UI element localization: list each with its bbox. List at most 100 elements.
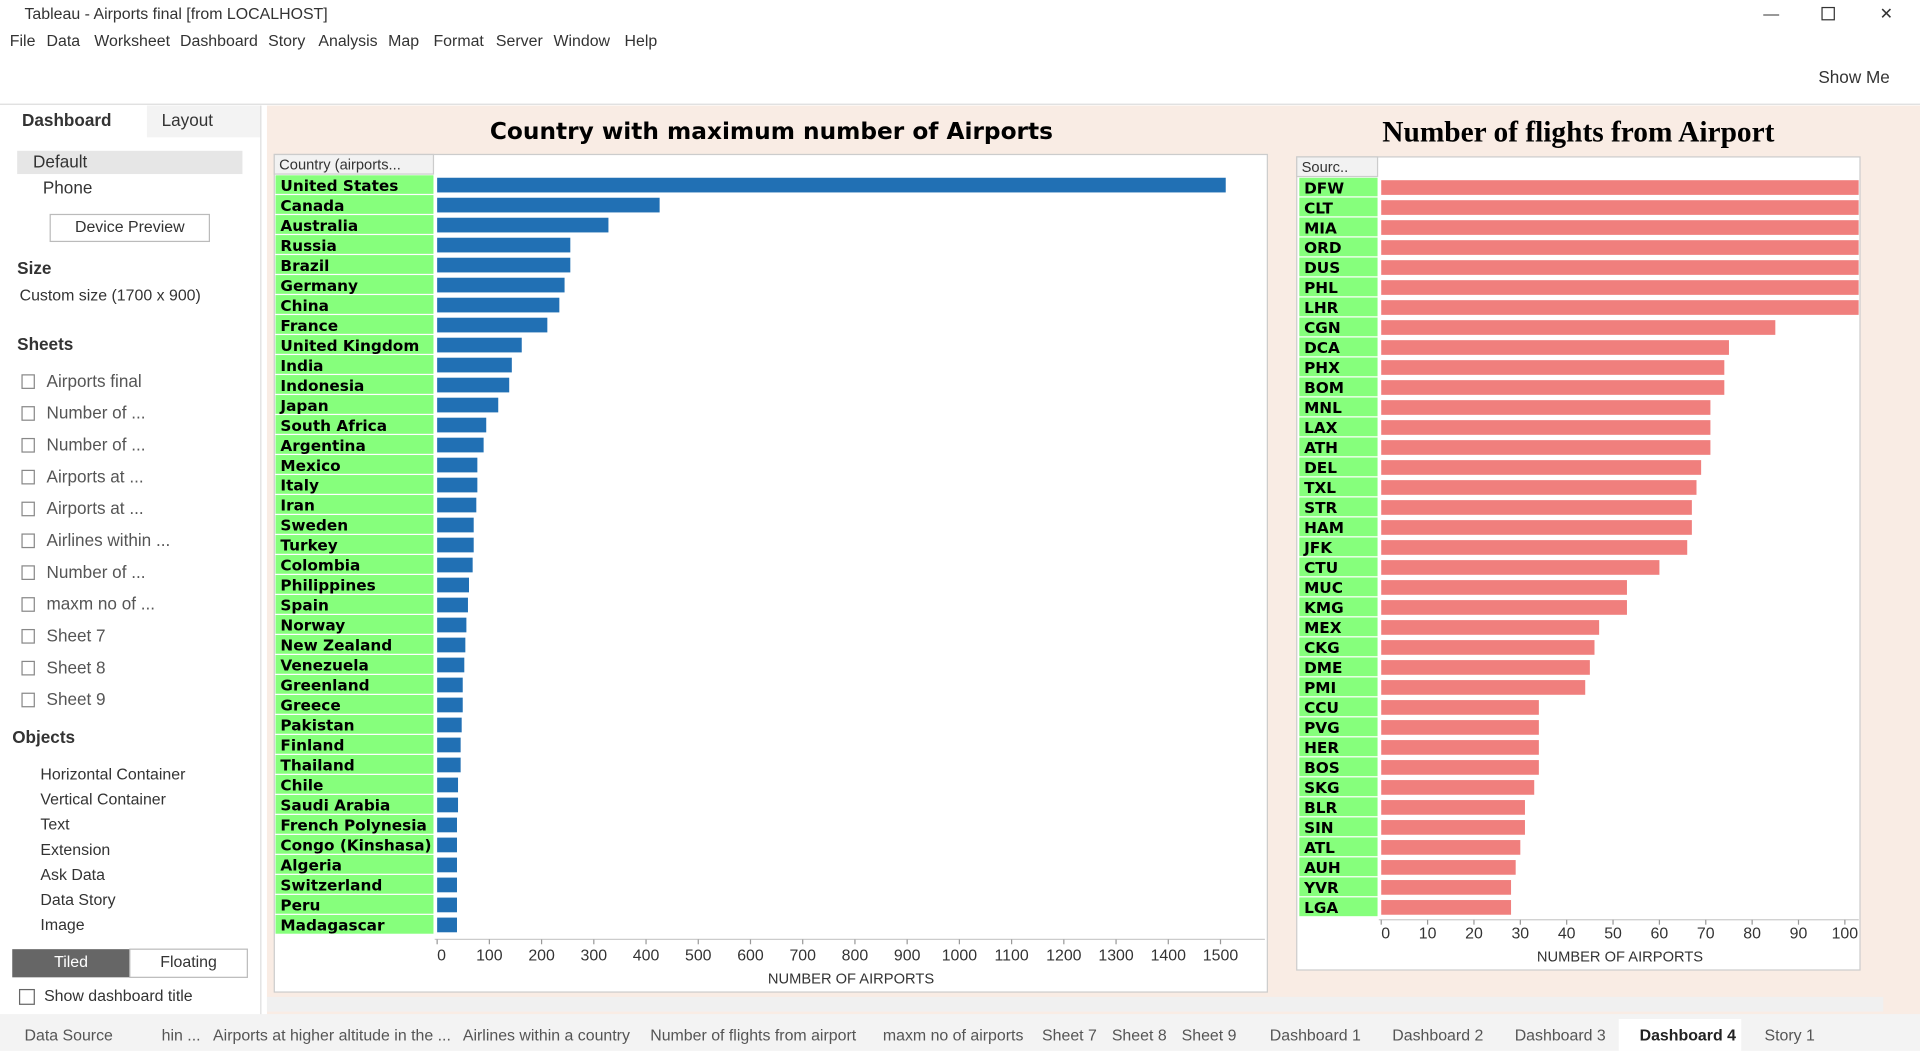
- menu-item[interactable]: Data: [47, 33, 81, 50]
- show-me[interactable]: Show Me: [1818, 67, 1889, 87]
- sheet-tab[interactable]: Dashboard 2: [1392, 1027, 1483, 1044]
- menu-item[interactable]: Help: [624, 33, 657, 50]
- x-tick-label: 80: [1743, 926, 1761, 943]
- row-label: Chile: [280, 777, 323, 795]
- object[interactable]: Extension: [40, 842, 110, 859]
- sheet-tab[interactable]: Dashboard 4: [1640, 1027, 1736, 1044]
- row-label: BOM: [1304, 379, 1344, 397]
- sheet[interactable]: Number of ...: [47, 403, 146, 423]
- row-label-bg: [275, 195, 434, 214]
- row-label-bg: [275, 555, 434, 574]
- object[interactable]: Horizontal Container: [40, 766, 186, 783]
- menu-item[interactable]: Dashboard: [180, 33, 258, 50]
- size-value[interactable]: Custom size (1700 x 900): [20, 288, 201, 305]
- bar: [437, 777, 459, 793]
- sheet[interactable]: maxm no of ...: [47, 594, 156, 614]
- device[interactable]: Phone: [43, 177, 93, 197]
- menu-item[interactable]: Story: [268, 33, 305, 50]
- column-header: Country (airports...: [279, 157, 401, 173]
- sheet-tab[interactable]: Number of flights from airport: [650, 1027, 857, 1044]
- mode-floating[interactable]: [129, 948, 248, 978]
- close[interactable]: ✕: [1880, 6, 1893, 23]
- sheet[interactable]: Number of ...: [47, 434, 146, 454]
- h-scrollbar[interactable]: [266, 996, 1884, 1012]
- menu-item[interactable]: Format: [433, 33, 484, 50]
- row-label: YVR: [1303, 879, 1339, 897]
- row-label: CCU: [1304, 699, 1339, 717]
- minimize[interactable]: —: [1763, 6, 1779, 23]
- object[interactable]: Vertical Container: [40, 792, 166, 809]
- sheet-tab[interactable]: maxm no of airports: [883, 1027, 1024, 1044]
- checkbox[interactable]: [18, 988, 35, 1005]
- sheet-tab[interactable]: Sheet 8: [1112, 1027, 1167, 1044]
- sheet-tab[interactable]: Sheet 7: [1042, 1027, 1097, 1044]
- sheet-tab[interactable]: Data Source: [24, 1027, 113, 1044]
- sheet-tab[interactable]: Dashboard 3: [1515, 1027, 1606, 1044]
- row-label-bg: [1299, 657, 1378, 677]
- bar: [1381, 380, 1725, 395]
- menu-item[interactable]: Analysis: [318, 33, 377, 50]
- sheet[interactable]: Sheet 9: [47, 689, 106, 709]
- x-tick-label: 20: [1465, 926, 1483, 943]
- sheet-tab[interactable]: Airports at higher altitude in the ...: [213, 1027, 451, 1044]
- checkbox-label[interactable]: Show dashboard title: [44, 988, 193, 1005]
- sheet[interactable]: Sheet 8: [47, 657, 106, 677]
- row-label: CKG: [1304, 639, 1340, 657]
- menu-item[interactable]: File: [10, 33, 36, 50]
- bar: [437, 657, 465, 673]
- bar: [437, 317, 548, 333]
- bar: [437, 297, 560, 313]
- row-label: AUH: [1304, 859, 1341, 877]
- sheet-icon: [21, 469, 35, 485]
- button[interactable]: [49, 213, 210, 243]
- row-label: Japan: [279, 397, 328, 415]
- row-label: HER: [1304, 739, 1339, 757]
- object[interactable]: Data Story: [40, 892, 115, 909]
- sheet[interactable]: Number of ...: [47, 562, 146, 582]
- row-label: DME: [1304, 659, 1342, 677]
- row-label: Congo (Kinshasa): [280, 837, 431, 855]
- sheet[interactable]: Airports final: [47, 371, 142, 391]
- x-axis-label: NUMBER OF AIRPORTS: [1537, 950, 1703, 966]
- maximize[interactable]: [1821, 6, 1835, 21]
- bar: [1381, 880, 1512, 895]
- sheet[interactable]: Airports at ...: [47, 466, 144, 486]
- sheet-tab[interactable]: Story 1: [1764, 1027, 1815, 1044]
- sheet-tab[interactable]: Airlines within a country: [463, 1027, 630, 1044]
- menu-item[interactable]: Map: [388, 33, 419, 50]
- sheet-tab[interactable]: hin ...: [162, 1027, 201, 1044]
- sheet[interactable]: Airlines within ...: [47, 530, 171, 550]
- row-label-bg: [275, 435, 434, 454]
- row-label-bg: [275, 455, 434, 474]
- mode-label[interactable]: Tiled: [54, 954, 88, 971]
- mode-tiled[interactable]: [12, 949, 130, 978]
- menu-item[interactable]: Server: [496, 33, 544, 50]
- menu-item[interactable]: Window: [553, 33, 610, 50]
- menu-item[interactable]: Worksheet: [94, 33, 170, 50]
- x-tick-label: 50: [1604, 926, 1622, 943]
- row-label-bg: [275, 814, 434, 834]
- object[interactable]: Image: [40, 917, 84, 934]
- object[interactable]: Text: [40, 817, 70, 834]
- sheet[interactable]: Sheet 7: [47, 625, 106, 645]
- device[interactable]: Default: [33, 152, 88, 172]
- row-label-bg: [275, 734, 434, 754]
- row-label: MNL: [1304, 399, 1342, 417]
- panel-tab[interactable]: Layout: [162, 110, 214, 130]
- sheet-tab[interactable]: Dashboard 1: [1270, 1027, 1361, 1044]
- panel-tab[interactable]: Dashboard: [22, 110, 111, 130]
- device-selected: [17, 150, 243, 175]
- row-label: Italy: [280, 477, 319, 495]
- row-label-bg: [1299, 377, 1378, 397]
- button-label[interactable]: Device Preview: [75, 219, 185, 236]
- row-label: Russia: [280, 237, 336, 255]
- sheet-tab[interactable]: Sheet 9: [1182, 1027, 1237, 1044]
- mode-label[interactable]: Floating: [160, 954, 217, 971]
- row-label-bg: [275, 515, 434, 534]
- bar: [437, 457, 478, 473]
- row-label-bg: [1299, 217, 1378, 237]
- row-label-bg: [275, 774, 434, 794]
- sheet[interactable]: Airports at ...: [47, 498, 144, 518]
- object[interactable]: Ask Data: [40, 867, 105, 884]
